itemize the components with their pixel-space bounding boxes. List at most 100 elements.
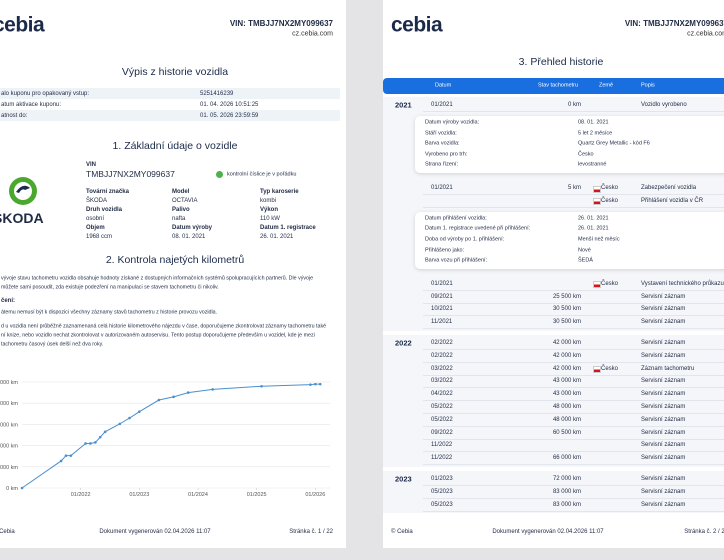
footer-page: Stránka č. 2 / 22	[684, 529, 724, 535]
y-tick-label: 60 000 km	[0, 422, 18, 428]
row-divider	[423, 400, 724, 402]
entry-km: 83 000 km	[552, 488, 581, 495]
entry-description: Přihlášení vozidla v ČR	[641, 197, 704, 204]
spec-label: Tovární značka	[86, 189, 129, 195]
detail-card	[415, 116, 724, 173]
spec-value: kombi	[260, 197, 277, 204]
entry-country: Česko	[601, 280, 619, 287]
spec-label: Druh vozidla	[86, 207, 123, 213]
entry-date: 09/2021	[431, 293, 453, 300]
column-header: Datum	[435, 82, 452, 89]
entry-description: Zabezpečení vozidla	[641, 185, 697, 191]
detail-value: ŠEDÁ	[578, 257, 593, 264]
entry-description: Servisní záznam	[641, 340, 686, 346]
entry-country: Česko	[601, 185, 619, 191]
year: 2023	[395, 474, 412, 484]
website: cz.cebia.com	[687, 30, 724, 38]
row-bg	[0, 110, 340, 121]
page-1: 0 km 20 000 km 40 000 km 60 000 km 80 000 km…	[0, 0, 346, 548]
detail-label: Barva vozidla:	[425, 140, 460, 147]
entry-description: Záznam tachometru	[641, 365, 695, 372]
footer-copyright: © Cebia	[0, 529, 15, 535]
footer-generated: Dokument vygenerován 02.04.2026 11:07	[492, 529, 604, 535]
entry-description: Servisní záznam	[641, 488, 686, 495]
spec-value: OCTAVIA	[172, 197, 198, 204]
spec-value: 08. 01. 2021	[172, 233, 206, 240]
entry-description: Servisní záznam	[641, 442, 686, 449]
coupon-value: 01. 05. 2026 23:59:59	[200, 112, 259, 119]
column-header: Popis	[641, 82, 655, 89]
x-tick-label: 01/2022	[71, 492, 91, 498]
logo: cebia	[0, 13, 45, 37]
entry-km: 25 500 km	[552, 293, 581, 300]
detail-label: Doba od výroby po 1. přihlášení:	[425, 236, 505, 243]
x-tick-label: 01/2025	[247, 492, 267, 498]
mileage-point	[103, 430, 107, 434]
spec-label: Typ karoserie	[260, 189, 299, 195]
detail-value: 26. 01. 2021	[578, 225, 609, 232]
footer-copyright: © Cebia	[391, 529, 413, 535]
vin-label: VIN	[86, 162, 97, 168]
entry-km: 42 000 km	[552, 365, 581, 372]
entry-date: 02/2022	[431, 340, 453, 346]
mileage-point	[211, 388, 214, 391]
paragraph: vývoje stavu tachometru vozidla obsahuje…	[1, 275, 314, 282]
coupon-label: atum aktivace kuponu:	[1, 101, 62, 108]
entry-km: 48 000 km	[552, 416, 581, 423]
entry-description: Vystavení technického průkazu	[641, 280, 724, 287]
row-divider	[423, 413, 724, 414]
column-header: Země	[599, 82, 614, 89]
detail-value: levostranné	[578, 161, 607, 168]
brand-logo: ŠKODA	[0, 210, 44, 226]
paragraph: d u vozidla není průběžně zaznamenaná ce…	[1, 323, 327, 330]
entry-km: 72 000 km	[552, 476, 581, 482]
entry-date: 01/2021	[431, 185, 453, 191]
row-divider	[423, 206, 724, 208]
website: cz.cebia.com	[292, 30, 333, 38]
y-tick-label: 40 000 km	[0, 444, 18, 450]
flag	[593, 366, 601, 374]
entry-description: Vozidlo vyrobeno	[641, 102, 687, 108]
mileage-point	[98, 435, 102, 439]
spec-label: Datum 1. registrace	[260, 225, 316, 231]
entry-km: 43 000 km	[552, 378, 581, 385]
row-divider	[423, 387, 724, 389]
skoda-emblem	[9, 177, 37, 205]
row-divider	[423, 510, 724, 512]
coupon-label: atnost do:	[1, 112, 28, 119]
row-divider	[423, 349, 724, 350]
detail-value: Menší než měsíc	[578, 236, 620, 243]
row-divider	[423, 315, 724, 317]
entry-km: 60 500 km	[552, 429, 581, 436]
entry-description: Servisní záznam	[641, 416, 686, 423]
title: 3. Přehled historie	[518, 55, 604, 68]
footer-generated: Dokument vygenerován 02.04.2026 11:07	[99, 529, 211, 535]
mileage-point	[128, 416, 131, 420]
detail-label: Datum přihlášení vozidla:	[425, 215, 487, 222]
entry-country: Česko	[601, 197, 619, 204]
entry-date: 05/2023	[431, 488, 453, 495]
entry-date: 05/2022	[431, 416, 453, 423]
vin: VIN: TMBJJ7NX2MY099637	[229, 19, 333, 28]
spec-value: nafta	[172, 215, 186, 222]
row-divider	[423, 464, 724, 466]
entry-description: Servisní záznam	[641, 429, 686, 436]
detail-card	[415, 211, 724, 269]
entry-date: 05/2023	[431, 501, 453, 508]
section-title: 1. Základní údaje o vozidle	[112, 139, 238, 152]
detail-value: Quartz Grey Metallic - kód F6	[578, 140, 650, 147]
detail-label: Stáří vozidla:	[425, 129, 457, 136]
mileage-point	[157, 398, 161, 402]
detail-label: Přihlášeno jako:	[425, 246, 465, 253]
entry-description: Servisní záznam	[641, 306, 686, 313]
entry-description: Servisní záznam	[641, 391, 686, 398]
mileage-point	[118, 422, 122, 426]
year: 2021	[395, 100, 412, 110]
row-divider	[423, 485, 724, 486]
entry-date: 01/2021	[431, 102, 453, 108]
coupon-label: alo kuponu pro opakovaný vstup:	[1, 90, 90, 97]
mileage-point	[138, 410, 141, 413]
entry-km: 66 000 km	[552, 455, 581, 462]
y-tick-label: 20 000 km	[0, 465, 18, 471]
